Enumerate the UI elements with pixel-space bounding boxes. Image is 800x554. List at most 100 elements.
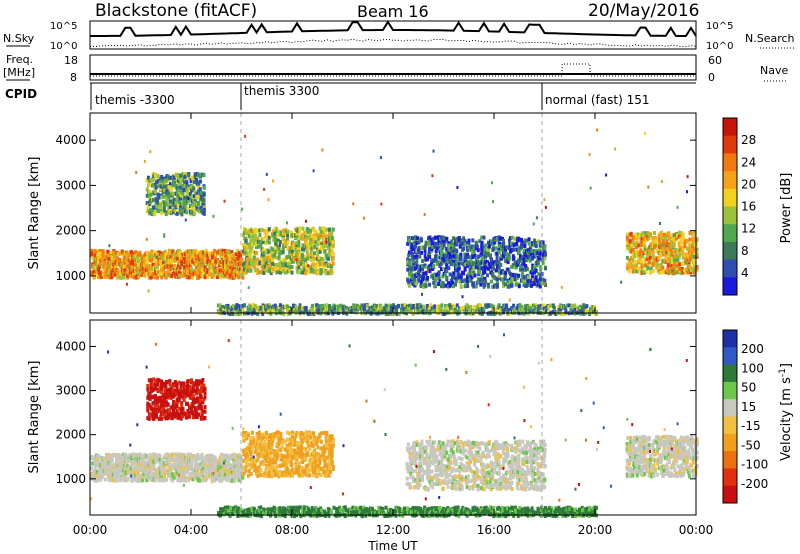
data-cell xyxy=(387,307,391,312)
data-cell xyxy=(285,304,289,309)
data-cell xyxy=(234,252,238,256)
data-cell xyxy=(437,304,441,309)
scatter-cell xyxy=(258,262,261,265)
data-cell xyxy=(494,307,498,312)
data-cell xyxy=(684,253,688,258)
data-cell xyxy=(155,259,159,264)
data-cell xyxy=(520,237,524,242)
data-cell xyxy=(342,308,346,313)
data-cell xyxy=(467,305,471,310)
data-cell xyxy=(310,234,314,239)
data-cell xyxy=(107,256,111,261)
data-cell xyxy=(445,275,449,280)
data-cell xyxy=(279,270,283,275)
data-cell xyxy=(156,264,159,269)
data-cell xyxy=(221,248,225,253)
data-cell xyxy=(222,266,226,271)
data-cell xyxy=(631,240,635,245)
data-cell xyxy=(544,283,547,287)
data-cell xyxy=(452,271,456,276)
data-cell xyxy=(669,242,673,247)
data-cell xyxy=(298,258,302,263)
data-cell xyxy=(673,258,677,263)
scatter-cell xyxy=(169,182,172,186)
data-cell xyxy=(195,259,199,264)
data-cell xyxy=(227,250,231,255)
data-cell xyxy=(279,249,283,254)
scatter-cell xyxy=(535,216,538,220)
data-cell xyxy=(279,230,283,235)
data-cell xyxy=(243,303,246,308)
data-cell xyxy=(502,253,506,258)
data-cell xyxy=(174,268,178,273)
data-cell xyxy=(445,265,449,270)
data-cell xyxy=(129,261,133,266)
data-cell xyxy=(183,265,187,270)
data-cell xyxy=(539,265,543,270)
data-cell xyxy=(314,240,318,245)
data-cell xyxy=(116,251,120,256)
data-cell xyxy=(581,305,585,310)
data-cell xyxy=(417,278,421,283)
data-cell xyxy=(469,255,473,260)
data-cell xyxy=(200,190,204,195)
data-cell xyxy=(101,257,105,262)
data-cell xyxy=(174,200,178,205)
data-cell xyxy=(675,268,679,272)
data-cell xyxy=(145,177,149,182)
data-cell xyxy=(670,260,674,264)
data-cell xyxy=(491,304,495,309)
data-cell xyxy=(640,268,644,273)
data-cell xyxy=(476,303,480,308)
data-cell xyxy=(145,261,149,266)
data-cell xyxy=(678,247,682,252)
data-cell xyxy=(243,230,246,235)
data-cell xyxy=(298,226,302,231)
data-cell xyxy=(520,275,524,280)
data-cell xyxy=(244,239,248,243)
data-cell xyxy=(510,247,514,252)
scatter-cell xyxy=(312,169,315,173)
data-cell xyxy=(475,256,479,261)
data-cell xyxy=(672,244,676,248)
data-cell xyxy=(134,465,138,470)
data-cell xyxy=(236,270,240,275)
scatter-cell xyxy=(379,156,382,160)
data-cell xyxy=(307,245,311,250)
data-cell xyxy=(385,308,389,313)
data-cell xyxy=(167,255,171,260)
data-cell xyxy=(162,200,166,205)
power-ylabel: Slant Range [km] xyxy=(27,157,42,270)
data-cell xyxy=(467,255,471,260)
data-cell xyxy=(99,468,102,473)
data-cell xyxy=(90,270,94,275)
data-cell xyxy=(136,453,140,458)
data-cell xyxy=(249,253,253,258)
data-cell xyxy=(678,267,682,271)
noise-left-tick-top: 10^5 xyxy=(50,21,77,32)
data-cell xyxy=(633,235,637,240)
data-cell xyxy=(226,303,230,308)
data-cell xyxy=(162,205,166,209)
colorbar-swatch xyxy=(723,188,737,207)
data-cell xyxy=(526,278,530,283)
data-cell xyxy=(424,270,428,275)
data-cell xyxy=(239,311,243,316)
data-cell xyxy=(576,306,579,311)
data-cell xyxy=(297,306,301,311)
data-cell xyxy=(512,256,516,261)
data-cell xyxy=(418,245,422,250)
data-cell xyxy=(574,307,578,312)
data-cell xyxy=(187,186,191,191)
data-cell xyxy=(648,250,651,255)
data-cell xyxy=(409,278,413,283)
data-cell xyxy=(256,305,260,310)
data-cell xyxy=(284,270,288,275)
data-cell xyxy=(187,273,191,278)
data-cell xyxy=(246,257,250,262)
data-cell xyxy=(435,246,439,251)
data-cell xyxy=(440,249,443,254)
data-cell xyxy=(111,478,115,483)
data-cell xyxy=(693,230,697,235)
data-cell xyxy=(269,308,273,313)
